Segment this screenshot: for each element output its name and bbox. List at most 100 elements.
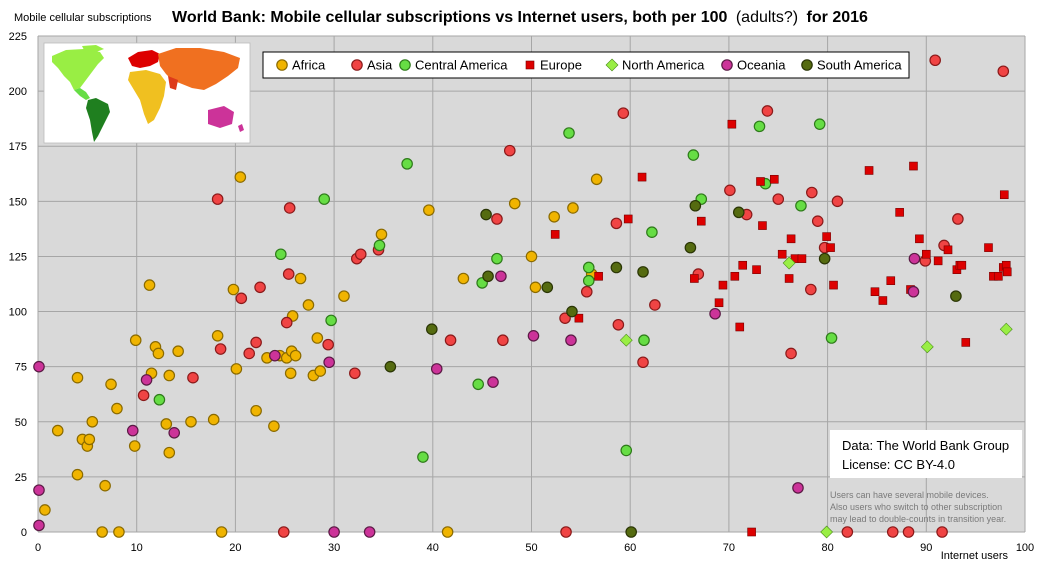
legend-label-north-america: North America xyxy=(622,58,705,73)
note-line-3: may lead to double-counts in transition … xyxy=(830,514,1006,524)
point-oceania xyxy=(33,484,45,496)
point-africa xyxy=(51,424,64,437)
point-central-america xyxy=(417,451,429,463)
point-south-america xyxy=(566,305,578,318)
point-africa xyxy=(215,526,228,538)
point-asia xyxy=(444,334,457,347)
point-europe xyxy=(886,276,896,285)
data-points xyxy=(33,54,1013,539)
point-africa xyxy=(294,272,307,285)
legend-label-south-america: South America xyxy=(817,58,902,73)
point-europe xyxy=(797,254,807,263)
point-africa xyxy=(160,418,173,430)
point-oceania xyxy=(709,307,721,320)
x-tick-label: 90 xyxy=(920,542,932,554)
point-south-america xyxy=(818,252,831,265)
point-oceania xyxy=(168,426,181,439)
point-central-america xyxy=(753,120,766,133)
point-africa xyxy=(111,402,123,415)
point-central-america xyxy=(813,118,826,130)
point-europe xyxy=(909,161,918,171)
point-oceania xyxy=(908,252,921,265)
point-europe xyxy=(718,280,728,290)
point-europe xyxy=(574,313,584,323)
point-north-america xyxy=(782,256,796,270)
point-africa xyxy=(227,283,240,296)
point-south-america xyxy=(482,270,494,283)
point-south-america xyxy=(950,290,962,302)
legend-marker-north-america xyxy=(605,58,619,72)
point-asia xyxy=(250,336,262,349)
x-tick-label: 10 xyxy=(131,542,143,554)
chart-title: World Bank: Mobile cellular subscription… xyxy=(172,9,868,26)
point-asia xyxy=(806,186,818,199)
point-south-america xyxy=(732,206,745,219)
point-africa xyxy=(86,415,99,428)
point-africa xyxy=(508,197,521,210)
y-tick-label: 100 xyxy=(9,307,27,319)
point-africa xyxy=(143,279,156,291)
point-asia xyxy=(187,371,199,384)
point-asia xyxy=(724,184,736,197)
y-tick-label: 50 xyxy=(15,417,27,429)
point-asia xyxy=(929,54,941,67)
x-tick-label: 70 xyxy=(723,542,735,554)
point-central-america xyxy=(153,393,166,406)
point-asia xyxy=(997,65,1010,78)
point-europe xyxy=(826,243,835,252)
point-europe xyxy=(727,119,737,129)
point-oceania xyxy=(487,376,499,388)
point-oceania xyxy=(140,374,153,386)
x-tick-label: 0 xyxy=(35,542,41,554)
point-europe xyxy=(829,280,838,290)
point-central-america xyxy=(825,332,838,344)
y-tick-label: 75 xyxy=(15,362,27,374)
point-africa xyxy=(83,433,96,446)
point-south-america xyxy=(689,199,702,212)
point-europe xyxy=(690,274,699,283)
y-tick-label: 0 xyxy=(21,527,27,539)
point-europe xyxy=(999,190,1009,200)
point-africa xyxy=(99,479,111,492)
point-europe xyxy=(984,243,993,252)
point-europe xyxy=(770,174,779,184)
point-europe xyxy=(735,322,745,332)
point-europe xyxy=(915,234,924,244)
legend-label-oceania: Oceania xyxy=(737,58,786,73)
point-asia xyxy=(277,526,290,538)
point-africa xyxy=(207,413,220,426)
point-europe xyxy=(756,177,765,186)
title-tail: for 2016 xyxy=(807,9,868,26)
legend-marker-central-america xyxy=(399,59,411,71)
point-north-america xyxy=(920,340,934,354)
point-central-america xyxy=(491,252,503,265)
point-oceania xyxy=(363,526,376,538)
point-asia xyxy=(243,347,256,360)
point-africa xyxy=(289,349,302,362)
point-asia xyxy=(211,193,224,205)
legend: Africa Asia Central America Europe North Ame… xyxy=(262,51,910,79)
point-europe xyxy=(822,232,831,241)
point-oceania xyxy=(33,360,45,373)
point-europe xyxy=(943,245,953,255)
point-oceania xyxy=(430,363,443,375)
point-asia xyxy=(354,248,367,261)
point-europe xyxy=(878,296,888,305)
point-asia xyxy=(137,389,150,402)
legend-label-africa: Africa xyxy=(292,58,326,73)
point-africa xyxy=(529,281,542,294)
x-tick-label: 100 xyxy=(1016,542,1034,554)
point-asia xyxy=(649,299,661,311)
point-asia xyxy=(831,195,844,208)
point-africa xyxy=(113,526,125,538)
y-tick-label: 200 xyxy=(9,86,27,98)
point-asia xyxy=(322,338,334,351)
y-axis-ticks: 0 25 50 75 100 125 150 175 200 225 xyxy=(9,31,27,539)
point-europe xyxy=(895,208,904,217)
point-north-america xyxy=(619,333,633,347)
x-axis-ticks: 0 10 20 30 40 50 60 70 80 90 100 xyxy=(35,542,1034,554)
point-central-america xyxy=(620,444,633,457)
point-africa xyxy=(96,526,108,538)
point-south-america xyxy=(637,266,649,278)
legend-label-europe: Europe xyxy=(540,58,582,73)
